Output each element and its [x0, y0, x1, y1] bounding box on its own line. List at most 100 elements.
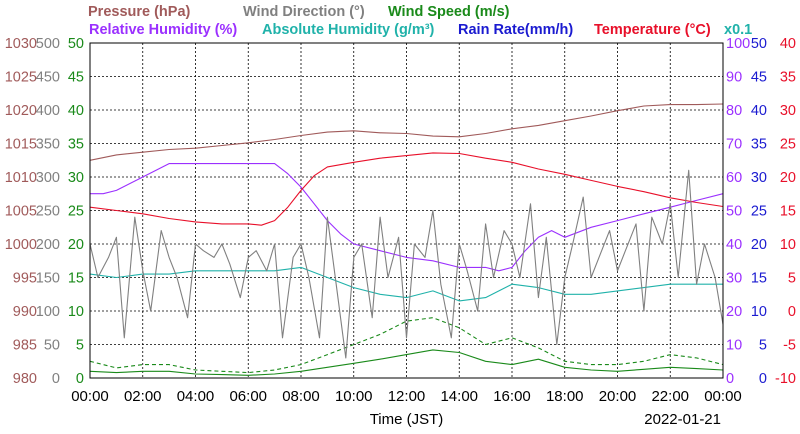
x-tick-label: 18:00	[546, 388, 584, 405]
legend-title: Wind Direction (°)	[243, 4, 365, 20]
x-axis-label: Time (JST)	[370, 411, 444, 428]
legend-title: Pressure (hPa)	[88, 4, 191, 20]
left-axes: 1030102510201015101010051000995990985980…	[5, 36, 84, 387]
y-tick-label-wind_speed: 0	[76, 371, 84, 387]
y-tick-label-rain_rate: 45	[751, 70, 767, 86]
right-axes: 1009080706050403020100504540353025201510…	[726, 36, 796, 387]
y-tick-label-temperature: -10	[775, 371, 796, 387]
x-tick-label: 06:00	[229, 388, 267, 405]
y-tick-label-humidity: 0	[726, 371, 734, 387]
x-tick-label: 16:00	[493, 388, 531, 405]
legend-title: Absolute Humidity (g/m³)	[262, 22, 435, 38]
y-tick-label-pressure: 1005	[5, 204, 37, 220]
y-tick-label-pressure: 1025	[5, 70, 37, 86]
y-tick-label-wind_direction: 450	[36, 70, 60, 86]
legend-title: x0.1	[724, 22, 752, 38]
y-tick-label-temperature: 35	[780, 70, 796, 86]
y-tick-label-humidity: 70	[726, 137, 742, 153]
series-line	[89, 169, 724, 359]
y-tick-label-temperature: 0	[788, 304, 796, 320]
x-tick-label: 12:00	[388, 388, 426, 405]
series-line	[89, 152, 724, 226]
x-tick-label: 14:00	[440, 388, 478, 405]
series-line	[89, 266, 723, 302]
y-tick-label-wind_direction: 50	[44, 338, 60, 354]
series-line	[89, 349, 724, 376]
y-tick-label-wind_speed: 10	[68, 304, 84, 320]
y-tick-label-wind_speed: 45	[68, 70, 84, 86]
x-axis-tick-labels: 00:00 02:00 04:00 06:00 08:00 10:00 12:00 14:00…	[71, 388, 742, 405]
legend-title: Rain Rate(mm/h)	[458, 22, 573, 38]
y-tick-label-rain_rate: 40	[751, 103, 767, 119]
y-tick-label-rain_rate: 15	[751, 271, 767, 287]
y-tick-label-pressure: 1015	[5, 137, 37, 153]
y-tick-label-humidity: 100	[726, 36, 750, 52]
y-tick-label-temperature: -5	[783, 338, 796, 354]
y-tick-label-wind_speed: 50	[68, 36, 84, 52]
x-tick-label: 04:00	[177, 388, 215, 405]
x-tick-label: 10:00	[335, 388, 373, 405]
y-tick-label-temperature: 40	[780, 36, 796, 52]
y-tick-label-humidity: 40	[726, 237, 742, 253]
date-label: 2022-01-21	[644, 411, 721, 428]
y-tick-label-rain_rate: 10	[751, 304, 767, 320]
y-tick-label-wind_direction: 350	[36, 137, 60, 153]
legend-title: Temperature (°C)	[594, 22, 711, 38]
plot-frame	[89, 42, 724, 379]
y-tick-label-wind_direction: 200	[36, 237, 60, 253]
y-tick-label-pressure: 995	[13, 271, 37, 287]
y-tick-label-wind_speed: 25	[68, 204, 84, 220]
y-tick-label-temperature: 30	[780, 103, 796, 119]
y-tick-label-temperature: 25	[780, 137, 796, 153]
y-tick-label-wind_speed: 30	[68, 170, 84, 186]
y-tick-label-humidity: 10	[726, 338, 742, 354]
y-tick-label-humidity: 20	[726, 304, 742, 320]
y-tick-label-temperature: 20	[780, 170, 796, 186]
y-tick-label-wind_speed: 35	[68, 137, 84, 153]
y-tick-label-wind_speed: 40	[68, 103, 84, 119]
y-tick-label-temperature: 15	[780, 204, 796, 220]
y-tick-label-wind_direction: 0	[52, 371, 60, 387]
y-tick-label-rain_rate: 50	[751, 36, 767, 52]
y-tick-label-rain_rate: 5	[759, 338, 767, 354]
y-tick-label-pressure: 1020	[5, 103, 37, 119]
x-tick-label: 22:00	[651, 388, 689, 405]
x-tick-label: 00:00	[71, 388, 109, 405]
y-tick-label-pressure: 1000	[5, 237, 37, 253]
y-tick-label-temperature: 10	[780, 237, 796, 253]
y-tick-label-humidity: 50	[726, 204, 742, 220]
grid-lines	[90, 43, 723, 378]
y-tick-label-wind_speed: 5	[76, 338, 84, 354]
y-tick-label-wind_direction: 100	[36, 304, 60, 320]
y-tick-label-humidity: 30	[726, 271, 742, 287]
y-tick-label-pressure: 980	[13, 371, 37, 387]
y-tick-label-wind_speed: 20	[68, 237, 84, 253]
y-tick-label-rain_rate: 0	[759, 371, 767, 387]
y-tick-label-humidity: 90	[726, 70, 742, 86]
y-tick-label-rain_rate: 25	[751, 204, 767, 220]
legend-title: Relative Humidity (%)	[89, 22, 237, 38]
y-tick-label-wind_direction: 400	[36, 103, 60, 119]
legend-title: Wind Speed (m/s)	[388, 4, 510, 20]
y-tick-label-rain_rate: 20	[751, 237, 767, 253]
y-tick-label-wind_direction: 300	[36, 170, 60, 186]
y-tick-label-pressure: 1010	[5, 170, 37, 186]
y-tick-label-rain_rate: 35	[751, 137, 767, 153]
y-tick-label-wind_direction: 250	[36, 204, 60, 220]
x-tick-label: 08:00	[282, 388, 320, 405]
y-tick-label-rain_rate: 30	[751, 170, 767, 186]
y-tick-label-pressure: 1030	[5, 36, 37, 52]
y-tick-label-pressure: 985	[13, 338, 37, 354]
x-tick-label: 20:00	[599, 388, 637, 405]
y-tick-label-wind_direction: 150	[36, 271, 60, 287]
series-line	[89, 103, 724, 161]
x-tick-label: 00:00	[704, 388, 742, 405]
y-tick-label-wind_direction: 500	[36, 36, 60, 52]
chart-titles: Pressure (hPa) Wind Direction (°) Wind Spe…	[88, 4, 752, 38]
data-series	[89, 103, 724, 379]
y-tick-label-wind_speed: 15	[68, 271, 84, 287]
y-tick-label-temperature: 5	[788, 271, 796, 287]
series-line	[89, 317, 724, 374]
y-tick-label-humidity: 60	[726, 170, 742, 186]
